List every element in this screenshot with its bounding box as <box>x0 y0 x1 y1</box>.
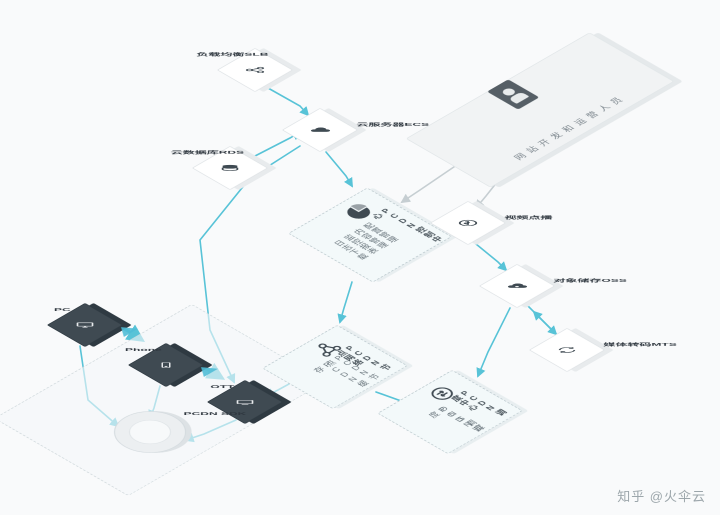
arrow-vod-to-oss <box>476 244 506 270</box>
tile-pc-label: PC <box>2 307 122 312</box>
currency-icon <box>442 214 494 231</box>
diagram-stage: 客户端 网站开发和运营人员 PCDN控制中心 配置管理 内容管理 监控报表 日志… <box>0 0 720 515</box>
tile-mts-label: 媒体转码MTS <box>603 341 676 347</box>
monitor-icon <box>59 316 111 333</box>
arrow-oss-to-disp <box>478 308 510 376</box>
cloud-icon <box>294 121 346 138</box>
db-icon <box>204 159 256 176</box>
watermark: 知乎 @火伞云 <box>617 486 706 505</box>
tile-oss-label: 对象储存OSS <box>553 277 626 283</box>
sdk-label: PCDN SDK <box>184 411 247 416</box>
cloud-dot-icon <box>491 277 543 294</box>
tv-icon <box>219 393 271 410</box>
share-nodes-icon <box>229 61 281 78</box>
arrow-oss-to-mts <box>528 306 556 334</box>
tile-ecs-label: 云服务器ECS <box>356 121 429 127</box>
tile-slb: 负载均衡SLB <box>217 48 293 92</box>
panel-control: PCDN控制中心 配置管理 内容管理 监控报表 日志下载 <box>288 188 452 283</box>
tile-ecs: 云服务器ECS <box>282 108 358 152</box>
arrow-ecs-to-ctrl <box>326 152 352 186</box>
devops-block: 网站开发和运营人员 <box>406 32 675 187</box>
tile-rds-label: 云数据库RDS <box>147 149 267 155</box>
tile-mts: 媒体转码MTS <box>529 328 605 372</box>
tile-rds: 云数据库RDS <box>192 146 268 190</box>
cycle-icon <box>541 341 593 358</box>
tile-vod-label: 视频点播 <box>504 214 552 220</box>
person-icon <box>487 79 539 109</box>
tile-pc: PC <box>47 303 123 347</box>
tile-slb-label: 负载均衡SLB <box>172 51 292 57</box>
arrow-ctrl-to-net <box>340 282 352 322</box>
arrow-slb-to-ecs <box>268 88 308 115</box>
tile-oss: 对象储存OSS <box>479 264 555 308</box>
phone-icon <box>140 356 192 373</box>
panel-dispatch: PCDN调度中心 DNS调度 PCDN调度 <box>377 370 523 454</box>
